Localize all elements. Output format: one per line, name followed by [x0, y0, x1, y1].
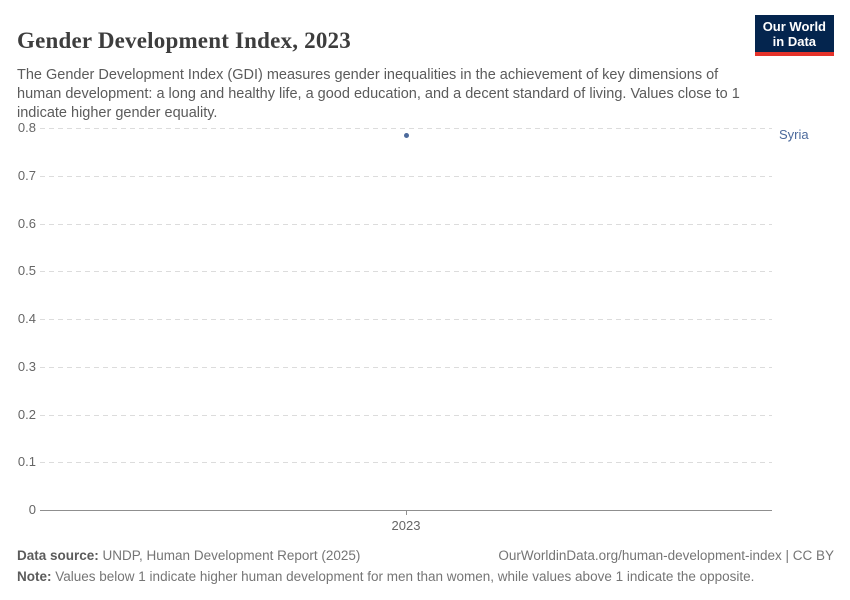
- x-tick-label: 2023: [391, 518, 421, 533]
- owid-logo-line1: Our World: [762, 19, 826, 34]
- y-tick-label: 0.7: [17, 168, 36, 183]
- y-tick-label: 0.8: [17, 120, 36, 135]
- data-point-syria[interactable]: [404, 133, 409, 138]
- series-label-syria[interactable]: Syria: [779, 127, 809, 142]
- y-tick-label: 0.6: [17, 216, 36, 231]
- y-tick-label: 0.2: [17, 407, 36, 422]
- gridline: [40, 367, 772, 368]
- owid-logo[interactable]: Our World in Data: [754, 15, 834, 56]
- footer-source-row: Data source: UNDP, Human Development Rep…: [17, 548, 834, 563]
- page-title: Gender Development Index, 2023: [17, 28, 351, 54]
- note-label: Note:: [17, 569, 52, 584]
- gridline: [40, 462, 772, 463]
- footer-note-row: Note: Values below 1 indicate higher hum…: [17, 569, 834, 584]
- y-tick-label: 0.1: [17, 454, 36, 469]
- gridline: [40, 128, 772, 129]
- chart-subtitle: The Gender Development Index (GDI) measu…: [17, 66, 740, 121]
- data-source-value: UNDP, Human Development Report (2025): [98, 548, 361, 563]
- data-source-text: Data source: UNDP, Human Development Rep…: [17, 548, 360, 563]
- y-tick-label: 0.3: [17, 359, 36, 374]
- gridline: [40, 415, 772, 416]
- x-tick-mark: [406, 511, 407, 515]
- x-axis-line: [40, 510, 772, 511]
- note-value: Values below 1 indicate higher human dev…: [51, 569, 755, 584]
- y-tick-label: 0.4: [17, 311, 36, 326]
- note-text: Note: Values below 1 indicate higher hum…: [17, 569, 754, 584]
- owid-logo-line2: in Data: [772, 34, 817, 49]
- owid-url-link[interactable]: OurWorldinData.org/human-development-ind…: [498, 548, 834, 563]
- gridline: [40, 224, 772, 225]
- gridline: [40, 271, 772, 272]
- y-tick-label: 0: [28, 502, 36, 517]
- gridline: [40, 319, 772, 320]
- data-source-label: Data source:: [17, 548, 99, 563]
- y-tick-label: 0.5: [17, 263, 36, 278]
- gridline: [40, 176, 772, 177]
